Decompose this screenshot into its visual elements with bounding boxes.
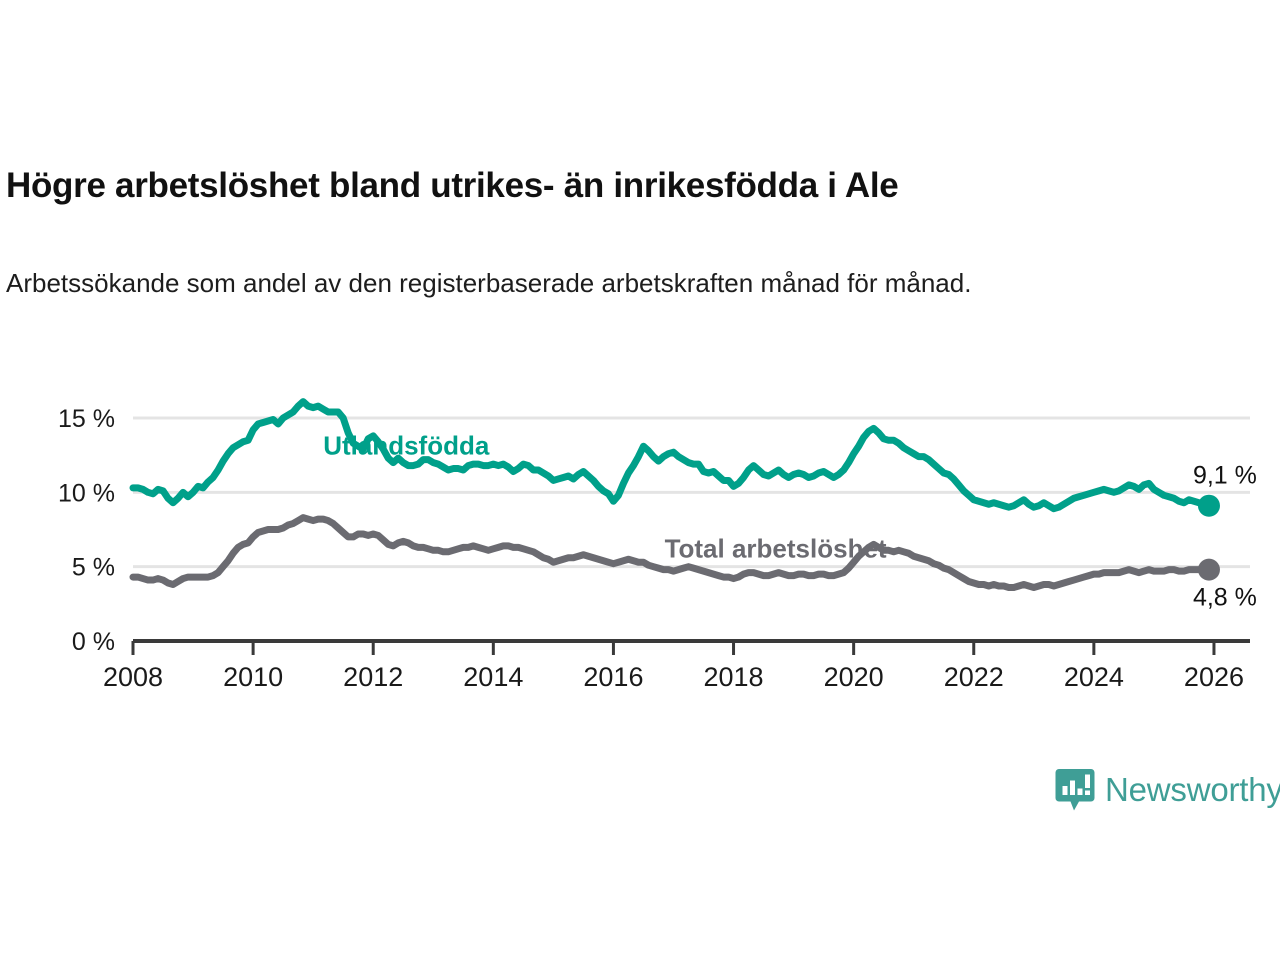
y-tick-label: 15 %: [58, 405, 115, 433]
chart-subtitle: Arbetssökande som andel av den registerb…: [6, 268, 972, 298]
series-end-point: [1197, 494, 1220, 517]
x-tick-label: 2008: [103, 662, 163, 692]
y-tick-label: 5 %: [72, 554, 115, 582]
series-label: Total arbetslöshet: [665, 534, 887, 564]
y-axis-ticks: 0 % 5 % 10 % 15 %: [58, 405, 115, 656]
series-end-point: [1197, 558, 1220, 581]
x-tick-label: 2010: [223, 662, 283, 692]
x-tick-label: 2018: [703, 662, 763, 692]
page-title: Högre arbetslöshet bland utrikes- än inr…: [6, 166, 899, 206]
series-line: [129, 398, 1213, 513]
newsworthy-bubble-icon: [1055, 769, 1095, 811]
line-chart: 0 %5 %10 %15 % 2008 2010 2012 2014 2016 2018 2…: [58, 398, 1257, 692]
x-tick-label: 2016: [583, 662, 643, 692]
series-label: Utlandsfödda: [323, 430, 490, 460]
series-annotations: Utlandsfödda 9,1 % Total arbetslöshet 4,8 %: [323, 430, 1257, 611]
x-tick-label: 2012: [343, 662, 403, 692]
x-tick-label: 2022: [944, 662, 1004, 692]
x-axis: 2008 2010 2012 2014 2016 2018 2020 2022 2024 2026: [103, 639, 1250, 692]
x-tick-label: 2014: [463, 662, 523, 692]
series-lines: [129, 398, 1220, 591]
y-tick-label: 0 %: [72, 628, 115, 656]
x-tick-label: 2026: [1184, 662, 1244, 692]
series-line: [129, 514, 1213, 591]
newsworthy-logo[interactable]: Newsworthy: [1055, 768, 1280, 812]
series-end-value-label: 4,8 %: [1193, 584, 1257, 612]
logo-text: Newsworthy: [1105, 771, 1280, 808]
series-end-value-label: 9,1 %: [1193, 462, 1257, 490]
x-tick-label: 2020: [824, 662, 884, 692]
y-tick-label: 10 %: [58, 479, 115, 507]
x-tick-label: 2024: [1064, 662, 1124, 692]
